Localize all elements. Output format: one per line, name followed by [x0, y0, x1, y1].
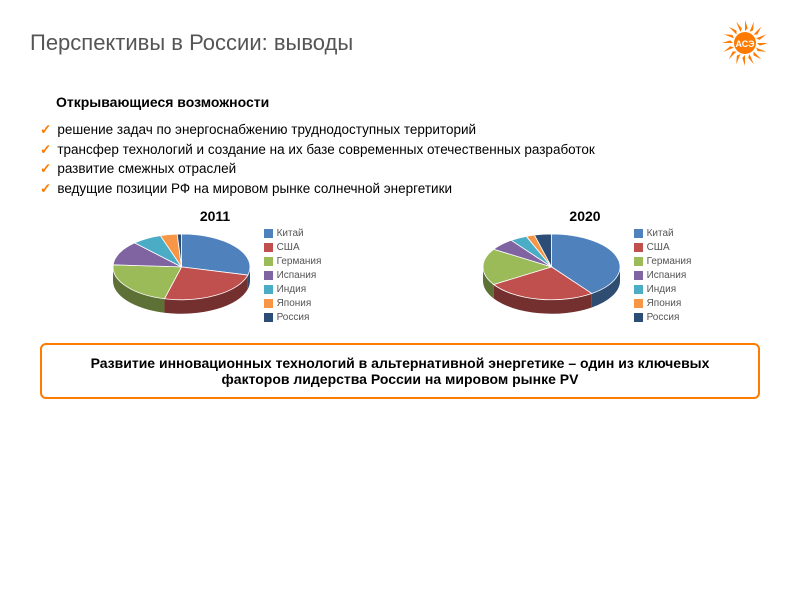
check-icon: ✓: [40, 179, 51, 199]
bullet-item: ✓ ведущие позиции РФ на мировом рынке сол…: [40, 179, 760, 199]
logo: АСЭ: [720, 18, 770, 68]
legend-item: Германия: [264, 256, 322, 267]
legend-item: Китай: [634, 228, 692, 239]
legend-label: Япония: [647, 298, 682, 309]
legend-label: Россия: [647, 312, 680, 323]
legend-label: Испания: [647, 270, 687, 281]
legend-label: Германия: [647, 256, 692, 267]
pie-2011: [109, 230, 254, 322]
check-icon: ✓: [40, 159, 51, 179]
legend-swatch: [634, 313, 643, 322]
legend-item: Япония: [634, 298, 692, 309]
legend-swatch: [634, 299, 643, 308]
legend-label: Индия: [277, 284, 307, 295]
legend-label: Германия: [277, 256, 322, 267]
bullet-text: развитие смежных отраслей: [57, 159, 236, 179]
legend-item: Испания: [634, 270, 692, 281]
bullet-text: ведущие позиции РФ на мировом рынке солн…: [57, 179, 452, 199]
legend-swatch: [264, 257, 273, 266]
legend-item: США: [634, 242, 692, 253]
legend-swatch: [634, 271, 643, 280]
legend-swatch: [264, 229, 273, 238]
legend-2011: Китай США Германия Испания Индия Япония Россия: [264, 228, 322, 323]
check-icon: ✓: [40, 140, 51, 160]
legend-label: Китай: [647, 228, 674, 239]
legend-item: США: [264, 242, 322, 253]
chart-2011-title: 2011: [200, 208, 230, 224]
legend-swatch: [634, 257, 643, 266]
legend-item: Индия: [634, 284, 692, 295]
legend-swatch: [264, 243, 273, 252]
legend-label: Япония: [277, 298, 312, 309]
legend-label: Испания: [277, 270, 317, 281]
bullet-text: трансфер технологий и создание на их баз…: [57, 140, 595, 160]
subtitle: Открывающиеся возможности: [0, 76, 800, 120]
bullet-item: ✓ трансфер технологий и создание на их ба…: [40, 140, 760, 160]
bullet-item: ✓ развитие смежных отраслей: [40, 159, 760, 179]
legend-item: Россия: [634, 312, 692, 323]
callout-box: Развитие инновационных технологий в альт…: [40, 343, 760, 399]
legend-swatch: [634, 243, 643, 252]
logo-text: АСЭ: [735, 39, 755, 49]
bullet-list: ✓ решение задач по энергоснабжению трудно…: [0, 120, 800, 198]
legend-swatch: [264, 313, 273, 322]
chart-2020: 2020 Китай США Германия Испания Индия Япония Р…: [479, 208, 692, 323]
legend-label: США: [277, 242, 300, 253]
legend-item: Германия: [634, 256, 692, 267]
legend-label: США: [647, 242, 670, 253]
legend-item: Россия: [264, 312, 322, 323]
header: Перспективы в России: выводы АСЭ: [0, 0, 800, 76]
legend-label: Россия: [277, 312, 310, 323]
chart-2020-title: 2020: [569, 208, 600, 224]
bullet-item: ✓ решение задач по энергоснабжению трудно…: [40, 120, 760, 140]
legend-swatch: [634, 229, 643, 238]
legend-swatch: [264, 285, 273, 294]
chart-2011: 2011 Китай США Германия Испания Индия Япония Р…: [109, 208, 322, 323]
pie-2020: [479, 230, 624, 322]
legend-item: Япония: [264, 298, 322, 309]
legend-item: Испания: [264, 270, 322, 281]
legend-label: Индия: [647, 284, 677, 295]
check-icon: ✓: [40, 120, 51, 140]
legend-swatch: [634, 285, 643, 294]
bullet-text: решение задач по энергоснабжению труднод…: [57, 120, 476, 140]
legend-swatch: [264, 299, 273, 308]
legend-2020: Китай США Германия Испания Индия Япония Россия: [634, 228, 692, 323]
legend-item: Китай: [264, 228, 322, 239]
sun-logo-icon: АСЭ: [720, 18, 770, 68]
legend-item: Индия: [264, 284, 322, 295]
page-title: Перспективы в России: выводы: [30, 30, 353, 56]
charts-row: 2011 Китай США Германия Испания Индия Япония Р…: [0, 198, 800, 323]
legend-label: Китай: [277, 228, 304, 239]
legend-swatch: [264, 271, 273, 280]
